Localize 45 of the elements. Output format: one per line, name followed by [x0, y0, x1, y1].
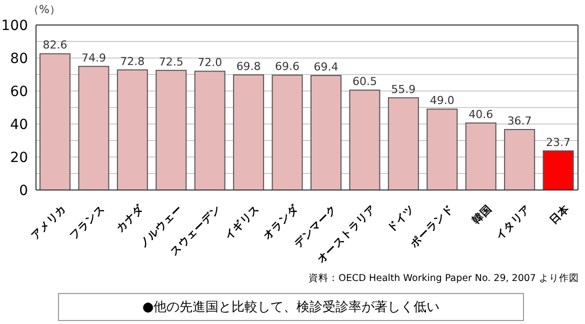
data-label: 72.8 — [120, 54, 145, 68]
y-tick-label: 100 — [1, 18, 28, 34]
data-label: 60.5 — [352, 75, 377, 88]
data-label: 49.0 — [430, 94, 454, 108]
data-label: 82.6 — [42, 38, 68, 52]
x-tick-label: イギリス — [222, 202, 262, 242]
bar — [194, 70, 226, 190]
bar — [156, 70, 187, 190]
data-label: 69.6 — [275, 60, 300, 74]
bar — [233, 74, 264, 190]
bar — [310, 74, 342, 190]
bar — [388, 97, 419, 190]
data-label: 72.5 — [158, 55, 184, 68]
data-label: 23.7 — [546, 136, 571, 149]
data-label: 40.6 — [468, 108, 494, 122]
x-tick-label: ドイツ — [385, 202, 417, 235]
y-tick-label: 0 — [19, 182, 28, 199]
x-tick-label: 韓国 — [470, 202, 494, 227]
bar — [542, 150, 574, 190]
x-tick-label: カナダ — [113, 201, 147, 235]
data-label: 74.9 — [81, 51, 106, 64]
bar — [504, 128, 536, 190]
y-axis-title: （%） — [28, 2, 60, 17]
bar — [272, 74, 303, 190]
y-tick-label: 40 — [10, 116, 28, 133]
x-tick-label: イタリア — [494, 202, 534, 242]
data-label: 55.9 — [391, 82, 416, 96]
data-label: 69.4 — [314, 60, 338, 74]
bar — [116, 69, 148, 190]
y-tick-label: 80 — [10, 50, 28, 67]
y-tick-label: 60 — [10, 84, 28, 100]
bar — [78, 66, 110, 190]
text: ●他の先進国と比較して、検診受診率が著しく低い — [58, 293, 524, 321]
data-label: 72.0 — [198, 56, 222, 70]
bar — [465, 122, 496, 190]
bar — [40, 53, 70, 190]
bar — [349, 90, 380, 190]
x-tick-label: アメリカ — [28, 202, 69, 242]
bar — [426, 108, 458, 190]
x-tick-label: フランス — [68, 202, 108, 242]
x-tick-label: 日本 — [547, 201, 573, 227]
y-tick-label: 20 — [10, 150, 28, 166]
text: 資料：OECD Health Working Paper No. 29, 2007 より作図 — [308, 272, 579, 285]
data-label: 36.7 — [507, 114, 532, 128]
data-label: 69.8 — [236, 60, 261, 73]
